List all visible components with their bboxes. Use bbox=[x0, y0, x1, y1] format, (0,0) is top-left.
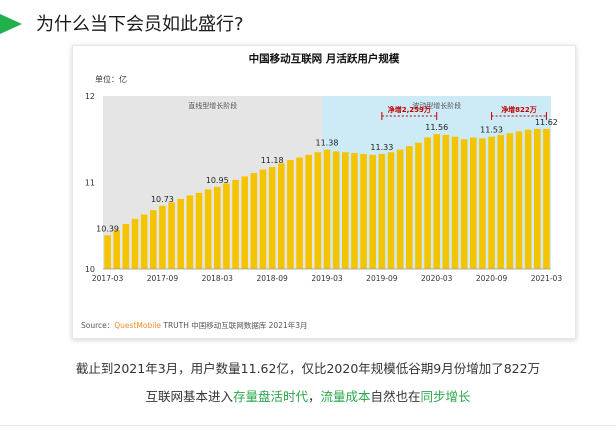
caption-line-1: 截止到2021年3月，用户数量11.62亿，仅比2020年规模低谷期9月份增加了… bbox=[75, 361, 541, 376]
annotation-label: 净增822万 bbox=[501, 105, 537, 114]
bar bbox=[195, 192, 203, 269]
caption-text: ， bbox=[307, 389, 321, 404]
data-label: 10.95 bbox=[206, 176, 229, 185]
x-tick-label: 2018-09 bbox=[256, 274, 288, 283]
bar bbox=[149, 210, 157, 269]
bar bbox=[360, 153, 367, 269]
caption-text: 互联网基本进入 bbox=[145, 389, 233, 404]
caption-line-2: 互联网基本进入存量盘活时代，流量成本自然也在同步增长 bbox=[0, 386, 616, 405]
chart-title: 中国移动互联网 月活跃用户规模 bbox=[249, 52, 400, 65]
bar bbox=[314, 152, 322, 269]
annotation-label: 净增2,259万 bbox=[388, 105, 431, 114]
bar bbox=[287, 160, 294, 269]
unit-label: 单位：亿 bbox=[95, 74, 127, 84]
bar bbox=[323, 149, 331, 269]
bar bbox=[168, 202, 175, 269]
bar bbox=[131, 218, 139, 269]
caption-highlight: 流量成本 bbox=[320, 389, 371, 404]
bar bbox=[113, 230, 121, 269]
y-tick-label: 11 bbox=[85, 179, 95, 188]
bar bbox=[259, 169, 267, 269]
bar bbox=[186, 195, 194, 269]
x-tick-label: 2020-03 bbox=[421, 274, 453, 283]
data-label: 11.56 bbox=[425, 123, 448, 132]
data-label: 10.73 bbox=[151, 195, 174, 204]
bar bbox=[351, 153, 358, 269]
bar bbox=[277, 163, 285, 269]
x-tick-label: 2021-03 bbox=[531, 274, 563, 283]
y-tick-label: 12 bbox=[85, 92, 95, 101]
bar bbox=[488, 136, 495, 269]
x-tick-label: 2017-09 bbox=[147, 274, 179, 283]
bar bbox=[213, 186, 221, 269]
data-label: 11.18 bbox=[261, 156, 284, 165]
x-tick-label: 2018-03 bbox=[202, 274, 234, 283]
x-tick-label: 2017-03 bbox=[92, 274, 124, 283]
phase-linear-bg bbox=[103, 96, 323, 269]
bar bbox=[460, 139, 468, 269]
chart-card: 中国移动互联网 月活跃用户规模单位：亿直线型增长阶段 波动型增长阶段 10 11 12 1… bbox=[72, 45, 576, 339]
bar bbox=[250, 172, 258, 269]
bar bbox=[533, 128, 541, 269]
x-tick-label: 2019-03 bbox=[311, 274, 343, 283]
bar bbox=[177, 198, 185, 269]
arrow-right-icon bbox=[0, 14, 22, 34]
y-tick-label: 10 bbox=[85, 265, 95, 274]
bar bbox=[223, 183, 230, 269]
bar bbox=[332, 151, 340, 269]
bar bbox=[515, 131, 523, 269]
bar bbox=[305, 154, 313, 269]
data-label: 11.53 bbox=[480, 126, 503, 135]
bar bbox=[524, 129, 532, 269]
bar bbox=[433, 134, 441, 269]
source-note: Source：QuestMobile TRUTH 中国移动互联网数据库 2021… bbox=[81, 320, 308, 330]
bar bbox=[506, 133, 514, 269]
bar bbox=[159, 205, 166, 269]
x-tick-label: 2019-09 bbox=[366, 274, 398, 283]
bar bbox=[405, 146, 413, 269]
bar bbox=[296, 157, 303, 269]
bar bbox=[204, 189, 212, 269]
divider bbox=[0, 425, 616, 426]
bar bbox=[241, 176, 249, 269]
bar bbox=[396, 149, 404, 269]
bar bbox=[451, 136, 459, 269]
bar bbox=[387, 152, 395, 269]
phase-label: 直线型增长阶段 bbox=[188, 101, 237, 110]
caption-highlight: 存量盘活时代 bbox=[232, 389, 308, 404]
phase-label: 波动型增长阶段 bbox=[412, 101, 461, 110]
data-label: 11.38 bbox=[316, 139, 339, 148]
bar bbox=[122, 224, 130, 269]
bar bbox=[469, 137, 477, 269]
bar bbox=[104, 235, 111, 269]
bar bbox=[341, 152, 349, 269]
heading-title: 为什么当下会员如此盛行? bbox=[36, 14, 244, 35]
bar bbox=[424, 137, 431, 269]
bar bbox=[442, 134, 450, 269]
bar bbox=[497, 134, 505, 269]
bar bbox=[369, 154, 377, 269]
bar bbox=[140, 214, 148, 269]
caption-text: 自然也在 bbox=[370, 389, 421, 404]
bar bbox=[415, 142, 422, 269]
data-label: 10.39 bbox=[96, 224, 119, 233]
data-label: 11.33 bbox=[370, 143, 393, 152]
bar bbox=[479, 138, 486, 269]
caption-highlight: 同步增长 bbox=[420, 389, 471, 404]
bar bbox=[378, 153, 386, 269]
section-heading: 为什么当下会员如此盛行? bbox=[0, 8, 616, 38]
data-label: 11.62 bbox=[535, 118, 558, 127]
bar bbox=[232, 179, 239, 269]
bar bbox=[543, 128, 550, 269]
bar bbox=[268, 166, 276, 269]
x-tick-label: 2020-09 bbox=[476, 274, 508, 283]
